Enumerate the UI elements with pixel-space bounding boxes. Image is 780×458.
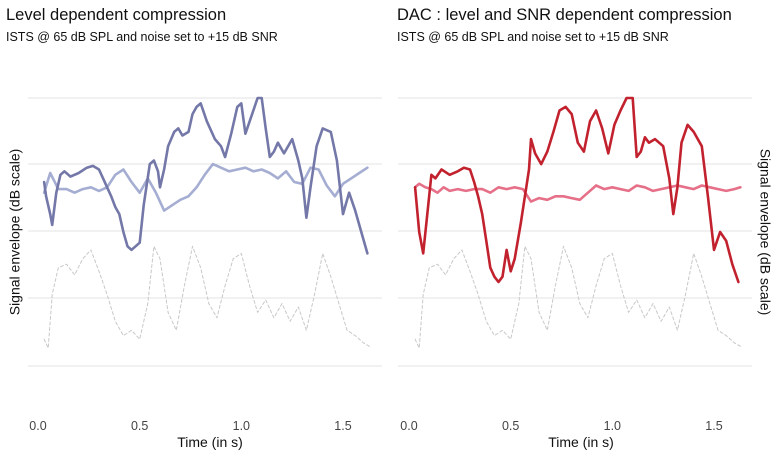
series-line-2: [413, 182, 742, 203]
chart-panel-1: Level dependent compression ISTS @ 65 dB …: [6, 6, 382, 450]
x-axis-title: Time (in s): [548, 434, 614, 450]
x-tick-label: 1.0: [233, 419, 250, 433]
y-axis-title: Signal envelope (dB scale): [7, 149, 23, 316]
x-tick-label: 0.0: [29, 419, 46, 433]
y-axis-title: Signal envelope (dB scale): [757, 149, 773, 316]
chart-subtitle: ISTS @ 65 dB SPL and noise set to +15 dB…: [397, 30, 669, 44]
series-line-2: [42, 162, 369, 212]
series-group: [413, 96, 742, 349]
series-group: [42, 96, 370, 349]
series-line-1: [42, 96, 369, 255]
x-tick-label: 1.5: [334, 419, 351, 433]
x-tick-label: 1.5: [705, 419, 722, 433]
x-tick-label: 0.0: [400, 419, 417, 433]
chart-title: DAC : level and SNR dependent compressio…: [397, 6, 732, 24]
x-tick-label: 0.5: [502, 419, 519, 433]
series-line-3: [43, 245, 370, 349]
x-axis-title: Time (in s): [177, 434, 243, 450]
x-tick-label: 1.0: [604, 419, 621, 433]
series-line-3: [414, 245, 741, 349]
chart-subtitle: ISTS @ 65 dB SPL and noise set to +15 dB…: [6, 30, 278, 44]
chart-title: Level dependent compression: [6, 6, 226, 24]
x-tick-label: 0.5: [131, 419, 148, 433]
series-line-1: [413, 96, 740, 284]
chart-panel-2: DAC : level and SNR dependent compressio…: [397, 6, 773, 450]
